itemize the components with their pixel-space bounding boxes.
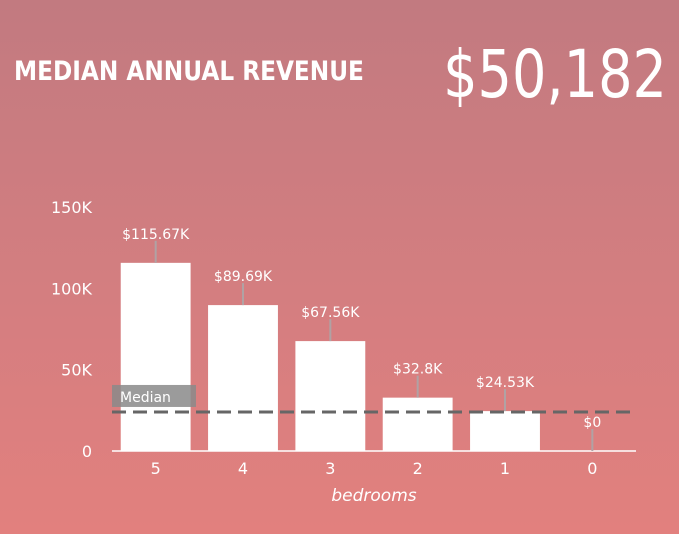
headline-value: $50,182 [443, 36, 667, 113]
y-tick-label: 150K [51, 198, 93, 217]
x-tick-label: 4 [238, 459, 248, 478]
median-line-group: Median [112, 384, 636, 414]
bar [208, 305, 278, 451]
data-label: $0 [583, 415, 601, 431]
y-tick-label: 100K [51, 279, 93, 298]
bar [295, 341, 366, 451]
x-axis-ticks: 5 4 3 2 1 0 [151, 459, 598, 478]
median-label: Median [120, 390, 171, 406]
data-label: $24.53K [476, 375, 535, 391]
y-tick-label: 0 [82, 442, 92, 461]
y-tick-label: 50K [61, 361, 92, 380]
x-tick-label: 2 [413, 459, 423, 478]
data-labels: $115.67K $89.69K $67.56K $32.8K $24.53K $0 [122, 227, 601, 451]
x-tick-label: 1 [500, 459, 510, 478]
data-label: $67.56K [301, 305, 360, 321]
data-label: $32.8K [393, 362, 443, 378]
x-tick-label: 5 [151, 459, 161, 478]
x-tick-label: 0 [587, 459, 597, 478]
bar [382, 397, 453, 451]
bar [470, 411, 540, 451]
y-axis-ticks: 0 50K 100K 150K [51, 198, 93, 461]
bars [120, 262, 540, 451]
data-label: $115.67K [122, 227, 190, 243]
x-axis-label: bedrooms [331, 486, 416, 506]
bar [120, 262, 191, 451]
chart-title: MEDIAN ANNUAL REVENUE [14, 56, 364, 87]
x-tick-label: 3 [325, 459, 335, 478]
median-label-box [112, 384, 196, 407]
data-label: $89.69K [214, 269, 273, 285]
